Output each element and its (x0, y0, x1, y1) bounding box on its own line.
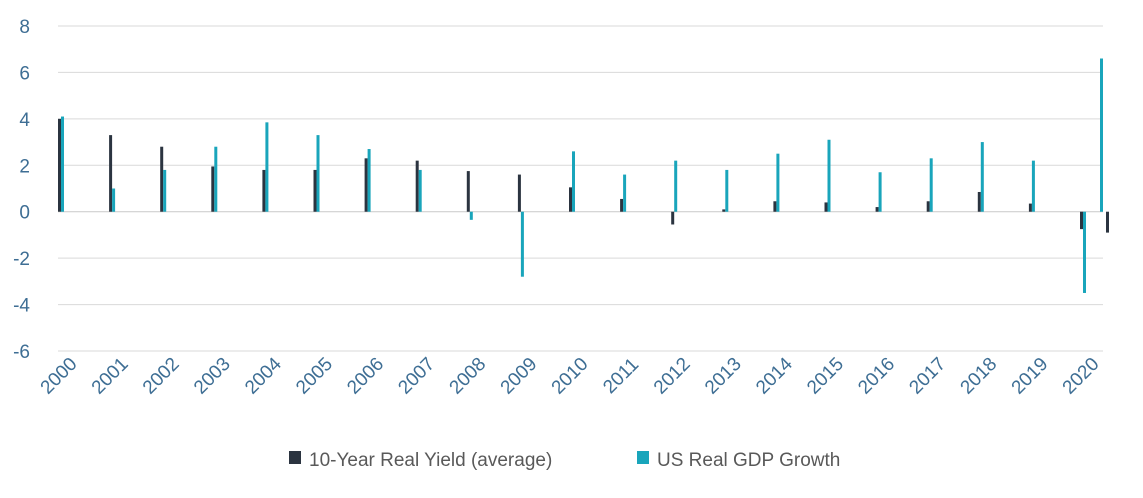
bar-real-yield-2007 (415, 160, 419, 212)
bar-gdp-growth-2012 (674, 160, 678, 212)
bar-real-yield-2003 (211, 166, 215, 212)
x-tick-label: 2013 (701, 354, 746, 399)
bar-gdp-growth-2005 (316, 135, 320, 212)
bar-real-yield-2018 (977, 191, 981, 212)
bar-gdp-growth-2015 (827, 139, 831, 212)
bar-gdp-growth-2013 (725, 169, 729, 212)
x-tick-label: 2009 (497, 354, 542, 399)
bar-real-yield-2011 (620, 198, 624, 212)
bar-real-yield-2019 (1028, 203, 1032, 212)
bar-gdp-growth-2007 (418, 169, 422, 212)
legend-swatch-gdp-growth (637, 451, 649, 464)
legend-label-gdp-growth: US Real GDP Growth (657, 450, 840, 471)
y-tick-label: 6 (19, 63, 30, 84)
x-tick-label: 2015 (803, 354, 848, 399)
bar-real-yield-2013 (722, 209, 726, 212)
x-tick-label: 2010 (548, 354, 593, 399)
x-tick-label: 2017 (905, 354, 950, 399)
bars-layer (58, 58, 1109, 293)
bar-gdp-growth-2020 (1083, 211, 1086, 293)
bar-real-yield-2000 (58, 118, 61, 212)
bar-gdp-growth-2010 (572, 151, 575, 212)
grid-layer (58, 25, 1103, 352)
bar-gdp-growth-2017 (929, 158, 933, 212)
bar-gdp-growth-2003 (214, 146, 218, 212)
x-tick-label: 2020 (1059, 354, 1104, 399)
bar-real-yield-2015 (824, 202, 828, 212)
bar-real-yield-2009 (517, 174, 521, 212)
bar-real-yield-2016 (875, 207, 879, 212)
bar-real-yield-2001 (109, 135, 113, 212)
bar-real-yield-2020 (1080, 211, 1083, 230)
bar-real-yield-2004 (262, 169, 266, 212)
bar-gdp-growth-2018 (980, 142, 984, 212)
x-tick-label: 2006 (343, 354, 388, 399)
y-tick-label: -4 (13, 296, 30, 317)
bar-real-yield-2014 (773, 201, 777, 212)
x-tick-label: 2002 (139, 354, 184, 399)
x-tick-label: 2003 (190, 354, 235, 399)
bar-gdp-growth-2006 (367, 149, 371, 212)
y-tick-label: 0 (19, 203, 30, 224)
bar-real-yield-2012 (671, 211, 675, 225)
bar-gdp-growth-2002 (163, 169, 167, 212)
bar-gdp-growth-2014 (776, 153, 780, 212)
x-tick-label: 2014 (752, 353, 797, 398)
x-tick-label: 2001 (88, 354, 133, 399)
x-tick-label: 2005 (292, 354, 337, 399)
bar-real-yield-2002 (160, 146, 164, 212)
bar-gdp-growth-2008 (469, 211, 473, 220)
bar-gdp-growth-2000 (61, 116, 64, 212)
x-axis-ticks: 2000 2001 2002 2003 2004 2005 2006 2007 2008 2009… (37, 353, 1104, 398)
bar-real-yield-2010 (569, 187, 572, 212)
legend-swatch-real-yield (289, 451, 301, 464)
y-tick-label: 8 (19, 17, 30, 38)
bar-gdp-growth-2001 (112, 188, 116, 212)
bar-gdp-growth-2004 (265, 122, 269, 212)
x-tick-label: 2004 (241, 353, 286, 398)
bar-real-yield-extra (1106, 211, 1109, 233)
x-tick-label: 2000 (37, 354, 82, 399)
y-tick-label: 4 (19, 110, 30, 131)
bar-gdp-growth-2016 (878, 172, 882, 212)
x-tick-label: 2018 (957, 354, 1002, 399)
x-tick-label: 2007 (394, 354, 439, 399)
y-tick-label: 2 (19, 156, 30, 177)
y-tick-label: -6 (13, 342, 30, 363)
x-tick-label: 2008 (446, 354, 491, 399)
x-tick-label: 2011 (599, 354, 643, 398)
bar-gdp-growth-extra (1100, 58, 1103, 212)
bar-real-yield-2006 (364, 158, 368, 212)
bar-real-yield-2008 (466, 171, 470, 212)
x-tick-label: 2016 (854, 354, 899, 399)
y-axis-ticks: 8 6 4 2 0 -2 -4 -6 (13, 17, 30, 363)
x-tick-label: 2012 (650, 354, 695, 399)
legend: 10-Year Real Yield (average) US Real GDP… (289, 450, 840, 471)
bar-real-yield-2005 (313, 169, 317, 212)
y-tick-label: -2 (13, 249, 30, 270)
bar-real-yield-2017 (926, 201, 930, 212)
legend-label-real-yield: 10-Year Real Yield (average) (309, 450, 552, 471)
x-tick-label: 2019 (1008, 354, 1053, 399)
bar-gdp-growth-2009 (520, 211, 524, 277)
bar-gdp-growth-2011 (623, 174, 627, 212)
bar-gdp-growth-2019 (1031, 160, 1035, 212)
